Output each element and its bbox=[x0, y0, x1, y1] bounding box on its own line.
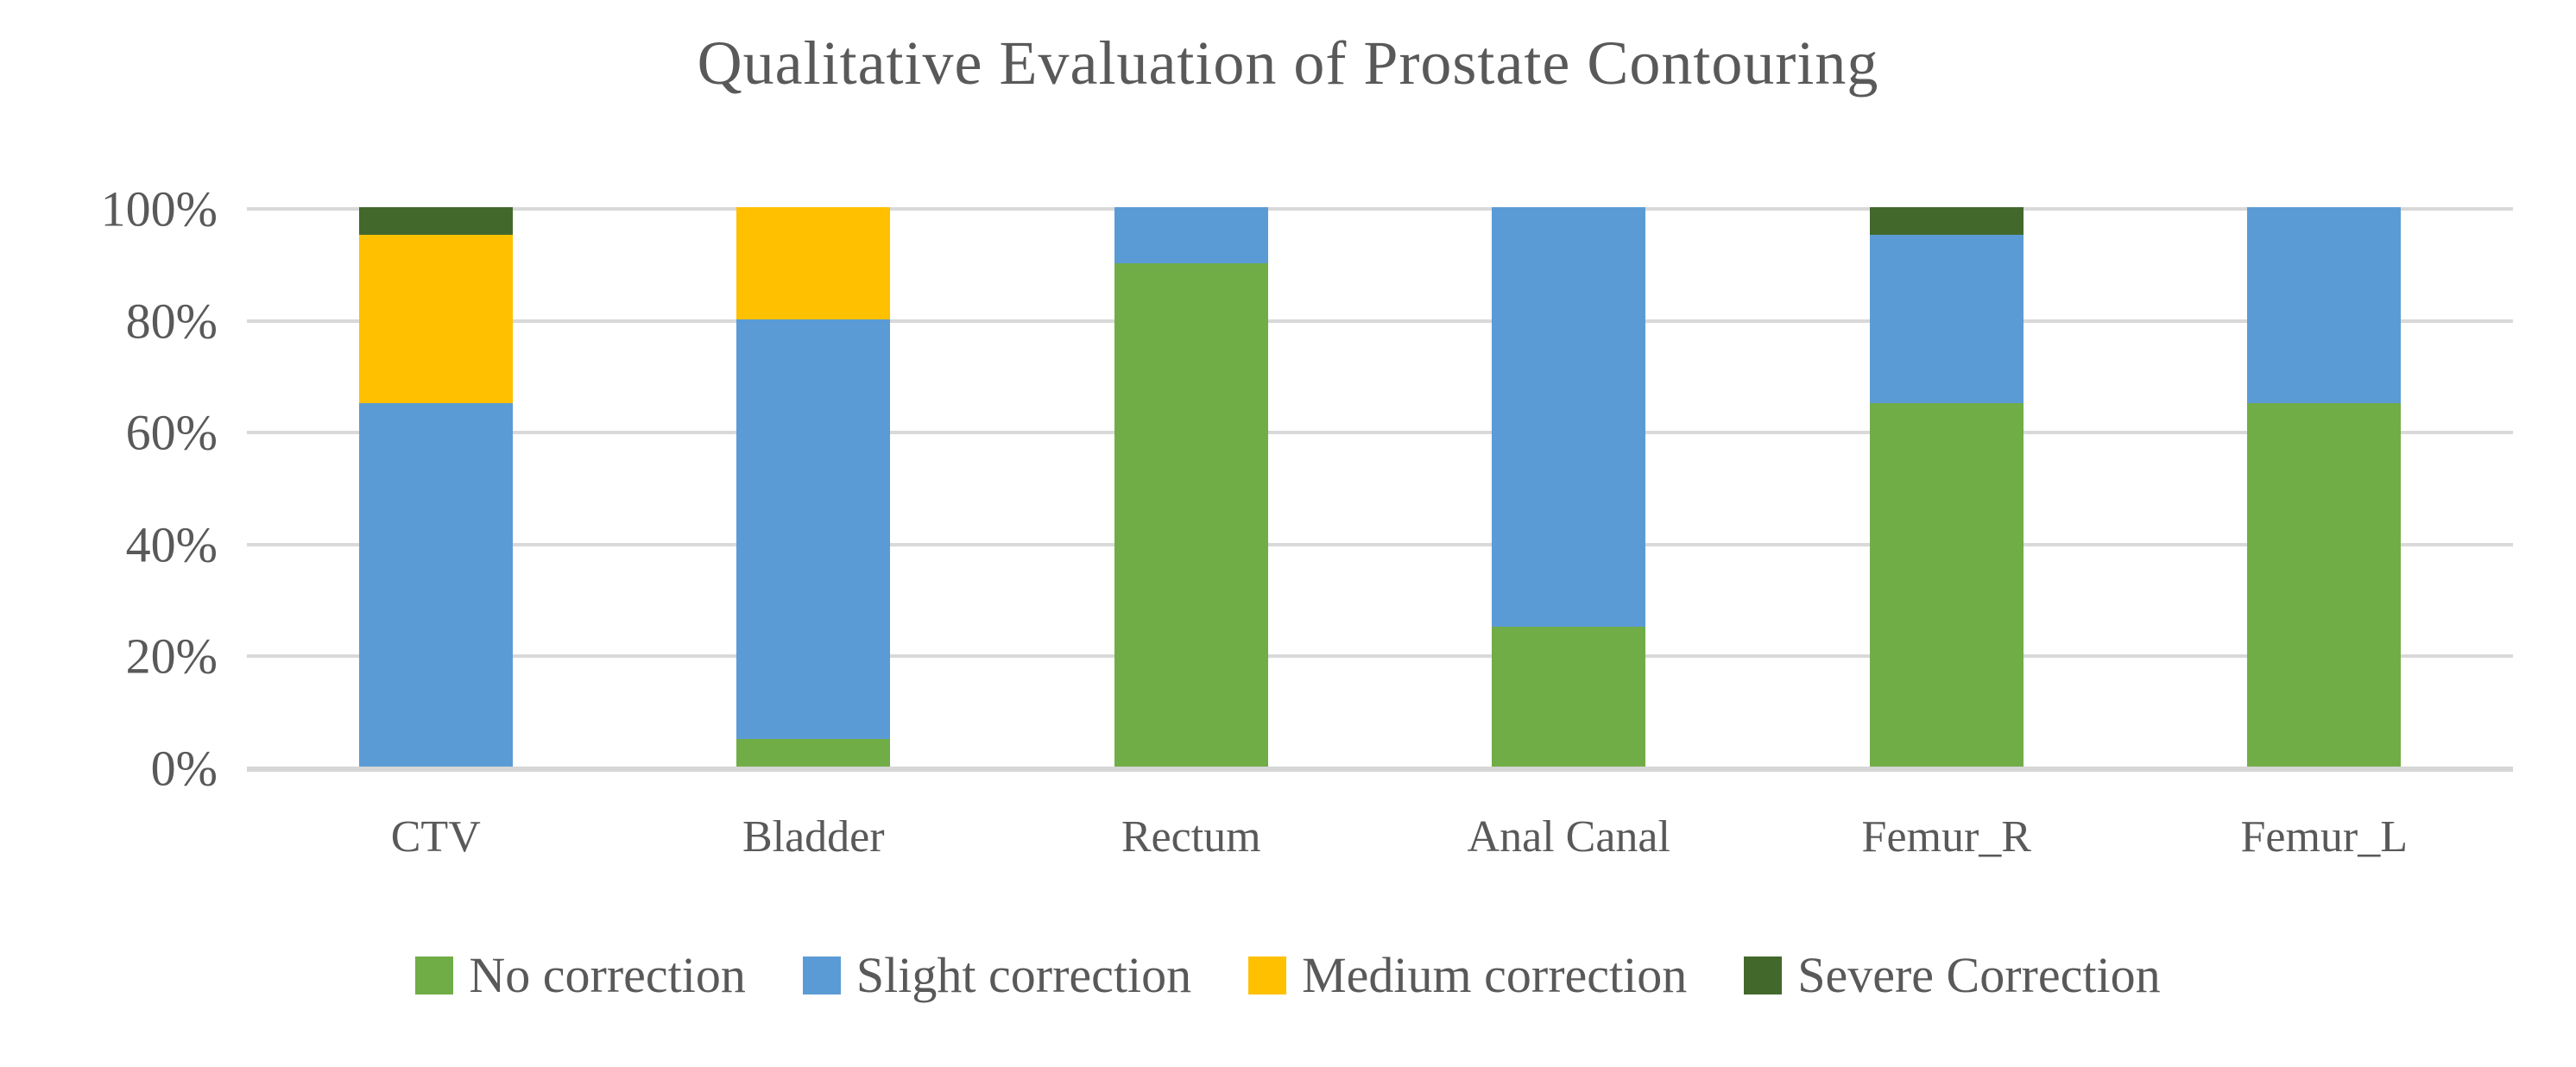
x-tick-label-ctv: CTV bbox=[390, 812, 481, 862]
bar-segment-slight-correction bbox=[736, 319, 891, 739]
bar-segment-slight-correction bbox=[2247, 207, 2402, 403]
bar-bladder bbox=[736, 207, 891, 767]
legend-item-medium-correction: Medium correction bbox=[1248, 946, 1687, 1004]
bar-anal-canal bbox=[1492, 207, 1646, 767]
gridline-80 bbox=[247, 319, 2513, 323]
bar-segment-slight-correction bbox=[1114, 207, 1268, 263]
legend-item-slight-correction: Slight correction bbox=[802, 946, 1192, 1004]
bar-ctv bbox=[358, 207, 513, 767]
x-tick-label-anal-canal: Anal Canal bbox=[1467, 812, 1670, 862]
gridline-60 bbox=[247, 431, 2513, 435]
bar-segment-no-correction bbox=[1114, 262, 1268, 767]
legend-swatch-icon bbox=[1744, 956, 1783, 994]
plot-area bbox=[247, 207, 2513, 772]
y-tick-label-60: 60% bbox=[125, 404, 218, 461]
legend-item-severe-correction: Severe Correction bbox=[1744, 946, 2161, 1004]
legend-label: Severe Correction bbox=[1797, 947, 2161, 1003]
x-tick-label-femur-r: Femur_R bbox=[1861, 812, 2031, 862]
y-tick-label-20: 20% bbox=[125, 628, 218, 685]
bar-segment-no-correction bbox=[1492, 627, 1646, 767]
bar-femur-l bbox=[2247, 207, 2402, 767]
y-axis: 100% 80% 60% 40% 20% 0% bbox=[0, 181, 218, 797]
x-tick-label-femur-l: Femur_L bbox=[2240, 812, 2409, 862]
bar-rectum bbox=[1114, 207, 1268, 767]
x-axis-line bbox=[247, 767, 2513, 772]
gridline-20 bbox=[247, 654, 2513, 659]
x-tick-label-bladder: Bladder bbox=[742, 812, 885, 862]
bar-segment-medium-correction bbox=[736, 207, 891, 319]
bar-segment-no-correction bbox=[1869, 402, 2024, 767]
y-tick-label-40: 40% bbox=[125, 516, 218, 573]
legend-label: Medium correction bbox=[1302, 947, 1688, 1003]
legend-label: No correction bbox=[469, 947, 746, 1003]
bar-segment-slight-correction bbox=[1869, 235, 2024, 403]
bar-segment-severe-correction bbox=[1869, 207, 2024, 236]
legend-label: Slight correction bbox=[856, 947, 1192, 1003]
bar-segment-slight-correction bbox=[358, 402, 513, 767]
legend-item-no-correction: No correction bbox=[415, 946, 746, 1004]
legend-swatch-icon bbox=[1248, 956, 1287, 994]
x-tick-label-rectum: Rectum bbox=[1121, 812, 1261, 862]
bar-segment-no-correction bbox=[2247, 402, 2402, 767]
gridline-100 bbox=[247, 207, 2513, 211]
bar-femur-r bbox=[1869, 207, 2024, 767]
legend-swatch-icon bbox=[415, 956, 454, 994]
chart-title: Qualitative Evaluation of Prostate Conto… bbox=[697, 28, 1879, 98]
bar-segment-slight-correction bbox=[1492, 207, 1646, 627]
legend: No correction Slight correction Medium cor… bbox=[0, 946, 2576, 1004]
bar-segment-severe-correction bbox=[358, 207, 513, 236]
gridline-40 bbox=[247, 542, 2513, 546]
y-tick-label-0: 0% bbox=[150, 740, 218, 797]
legend-swatch-icon bbox=[802, 956, 841, 994]
y-tick-label-100: 100% bbox=[100, 180, 218, 237]
y-tick-label-80: 80% bbox=[125, 293, 218, 350]
bar-segment-no-correction bbox=[736, 738, 891, 767]
bar-segment-medium-correction bbox=[358, 235, 513, 403]
